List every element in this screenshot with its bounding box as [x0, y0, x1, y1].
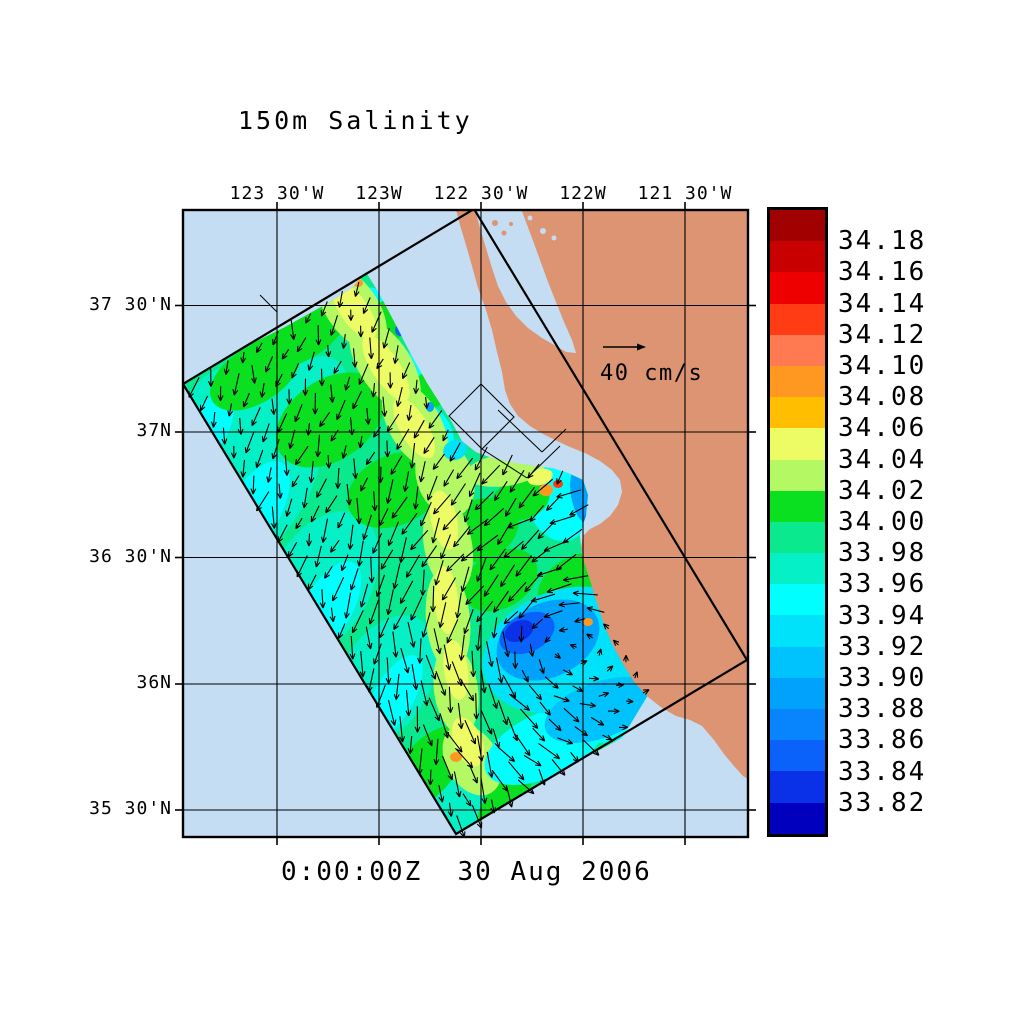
map-content: [183, 210, 748, 837]
colorbar-tick-label: 34.12: [838, 319, 927, 350]
colorbar-tick-label: 34.04: [838, 444, 927, 475]
san-francisco-bay: [475, 210, 576, 353]
colorbar-segment: [770, 459, 825, 491]
colorbar-tick-label: 33.90: [838, 663, 927, 693]
colorbar-segment: [770, 210, 825, 242]
colorbar-segment: [770, 740, 825, 772]
colorbar-segment: [770, 272, 825, 304]
colorbar: [767, 207, 828, 837]
colorbar-tick-label: 34.02: [838, 475, 927, 506]
colorbar-segment: [770, 397, 825, 429]
y-axis-tick-label: 36 30'N: [89, 545, 172, 567]
bay-inlet: [551, 235, 557, 241]
colorbar-segment: [770, 771, 825, 803]
domain-boundary: [183, 210, 748, 836]
colorbar-segment: [770, 709, 825, 741]
colorbar-tick-label: 33.84: [838, 756, 927, 787]
colorbar-tick-label: 34.00: [838, 507, 927, 537]
colorbar-tick-label: 33.86: [838, 725, 927, 756]
colorbar-segment: [770, 615, 825, 647]
colorbar-tick-label: 33.96: [838, 569, 927, 600]
colorbar-segment: [770, 365, 825, 398]
stray-vector-line: [259, 294, 278, 313]
colorbar-segment: [770, 584, 825, 616]
scale-arrow-head: [637, 343, 646, 351]
y-axis-tick-label: 36N: [136, 672, 172, 693]
colorbar-tick-label: 33.82: [838, 787, 927, 818]
y-axis-tick-label: 37N: [136, 420, 172, 441]
x-axis-tick-label: 121 30'W: [637, 183, 733, 204]
colorbar-tick-label: 34.16: [838, 257, 927, 288]
colorbar-segment: [770, 490, 825, 522]
colorbar-segment: [770, 802, 825, 834]
bay-inlet: [527, 215, 533, 221]
page-title: 150m Salinity: [238, 106, 473, 135]
colorbar-segment: [770, 428, 825, 460]
colorbar-segment: [770, 334, 825, 366]
colorbar-tick-label: 34.14: [838, 288, 927, 319]
colorbar-tick-label: 34.10: [838, 351, 927, 381]
colorbar-segment: [770, 553, 825, 585]
land-mass: [456, 210, 748, 780]
vector-scale-label: 40 cm/s: [600, 361, 704, 386]
bay-island: [509, 222, 513, 226]
map-frame: [181, 208, 750, 839]
colorbar-tick-label: 34.08: [838, 382, 927, 413]
colorbar-segment: [770, 677, 825, 709]
colorbar-tick-label: 34.18: [838, 226, 927, 257]
colorbar-tick-label: 33.88: [838, 694, 927, 725]
y-axis-tick-label: 35 30'N: [89, 798, 172, 819]
x-axis-tick-label: 123 30'W: [229, 183, 325, 204]
colorbar-segment: [770, 521, 825, 554]
timestamp-label: 0:00:00Z 30 Aug 2006: [281, 857, 652, 887]
colorbar-tick-label: 33.98: [838, 538, 927, 569]
bay-island: [501, 230, 507, 236]
colorbar-tick-label: 33.92: [838, 631, 927, 662]
colorbar-segment: [770, 646, 825, 678]
y-axis-tick-label: 37 30'N: [89, 293, 172, 315]
current-vectors: [188, 281, 650, 837]
colorbar-segment: [770, 241, 825, 273]
x-axis-tick-label: 123W: [355, 183, 403, 204]
colorbar-tick-label: 33.94: [838, 600, 927, 631]
x-axis-tick-label: 122W: [559, 183, 607, 204]
axis-ticks: [175, 202, 756, 845]
colorbar-segment: [770, 303, 825, 335]
colorbar-tick-label: 34.06: [838, 413, 927, 444]
bay-island: [492, 220, 498, 226]
bay-inlet: [540, 228, 546, 234]
x-axis-tick-label: 122 30'W: [433, 183, 529, 204]
